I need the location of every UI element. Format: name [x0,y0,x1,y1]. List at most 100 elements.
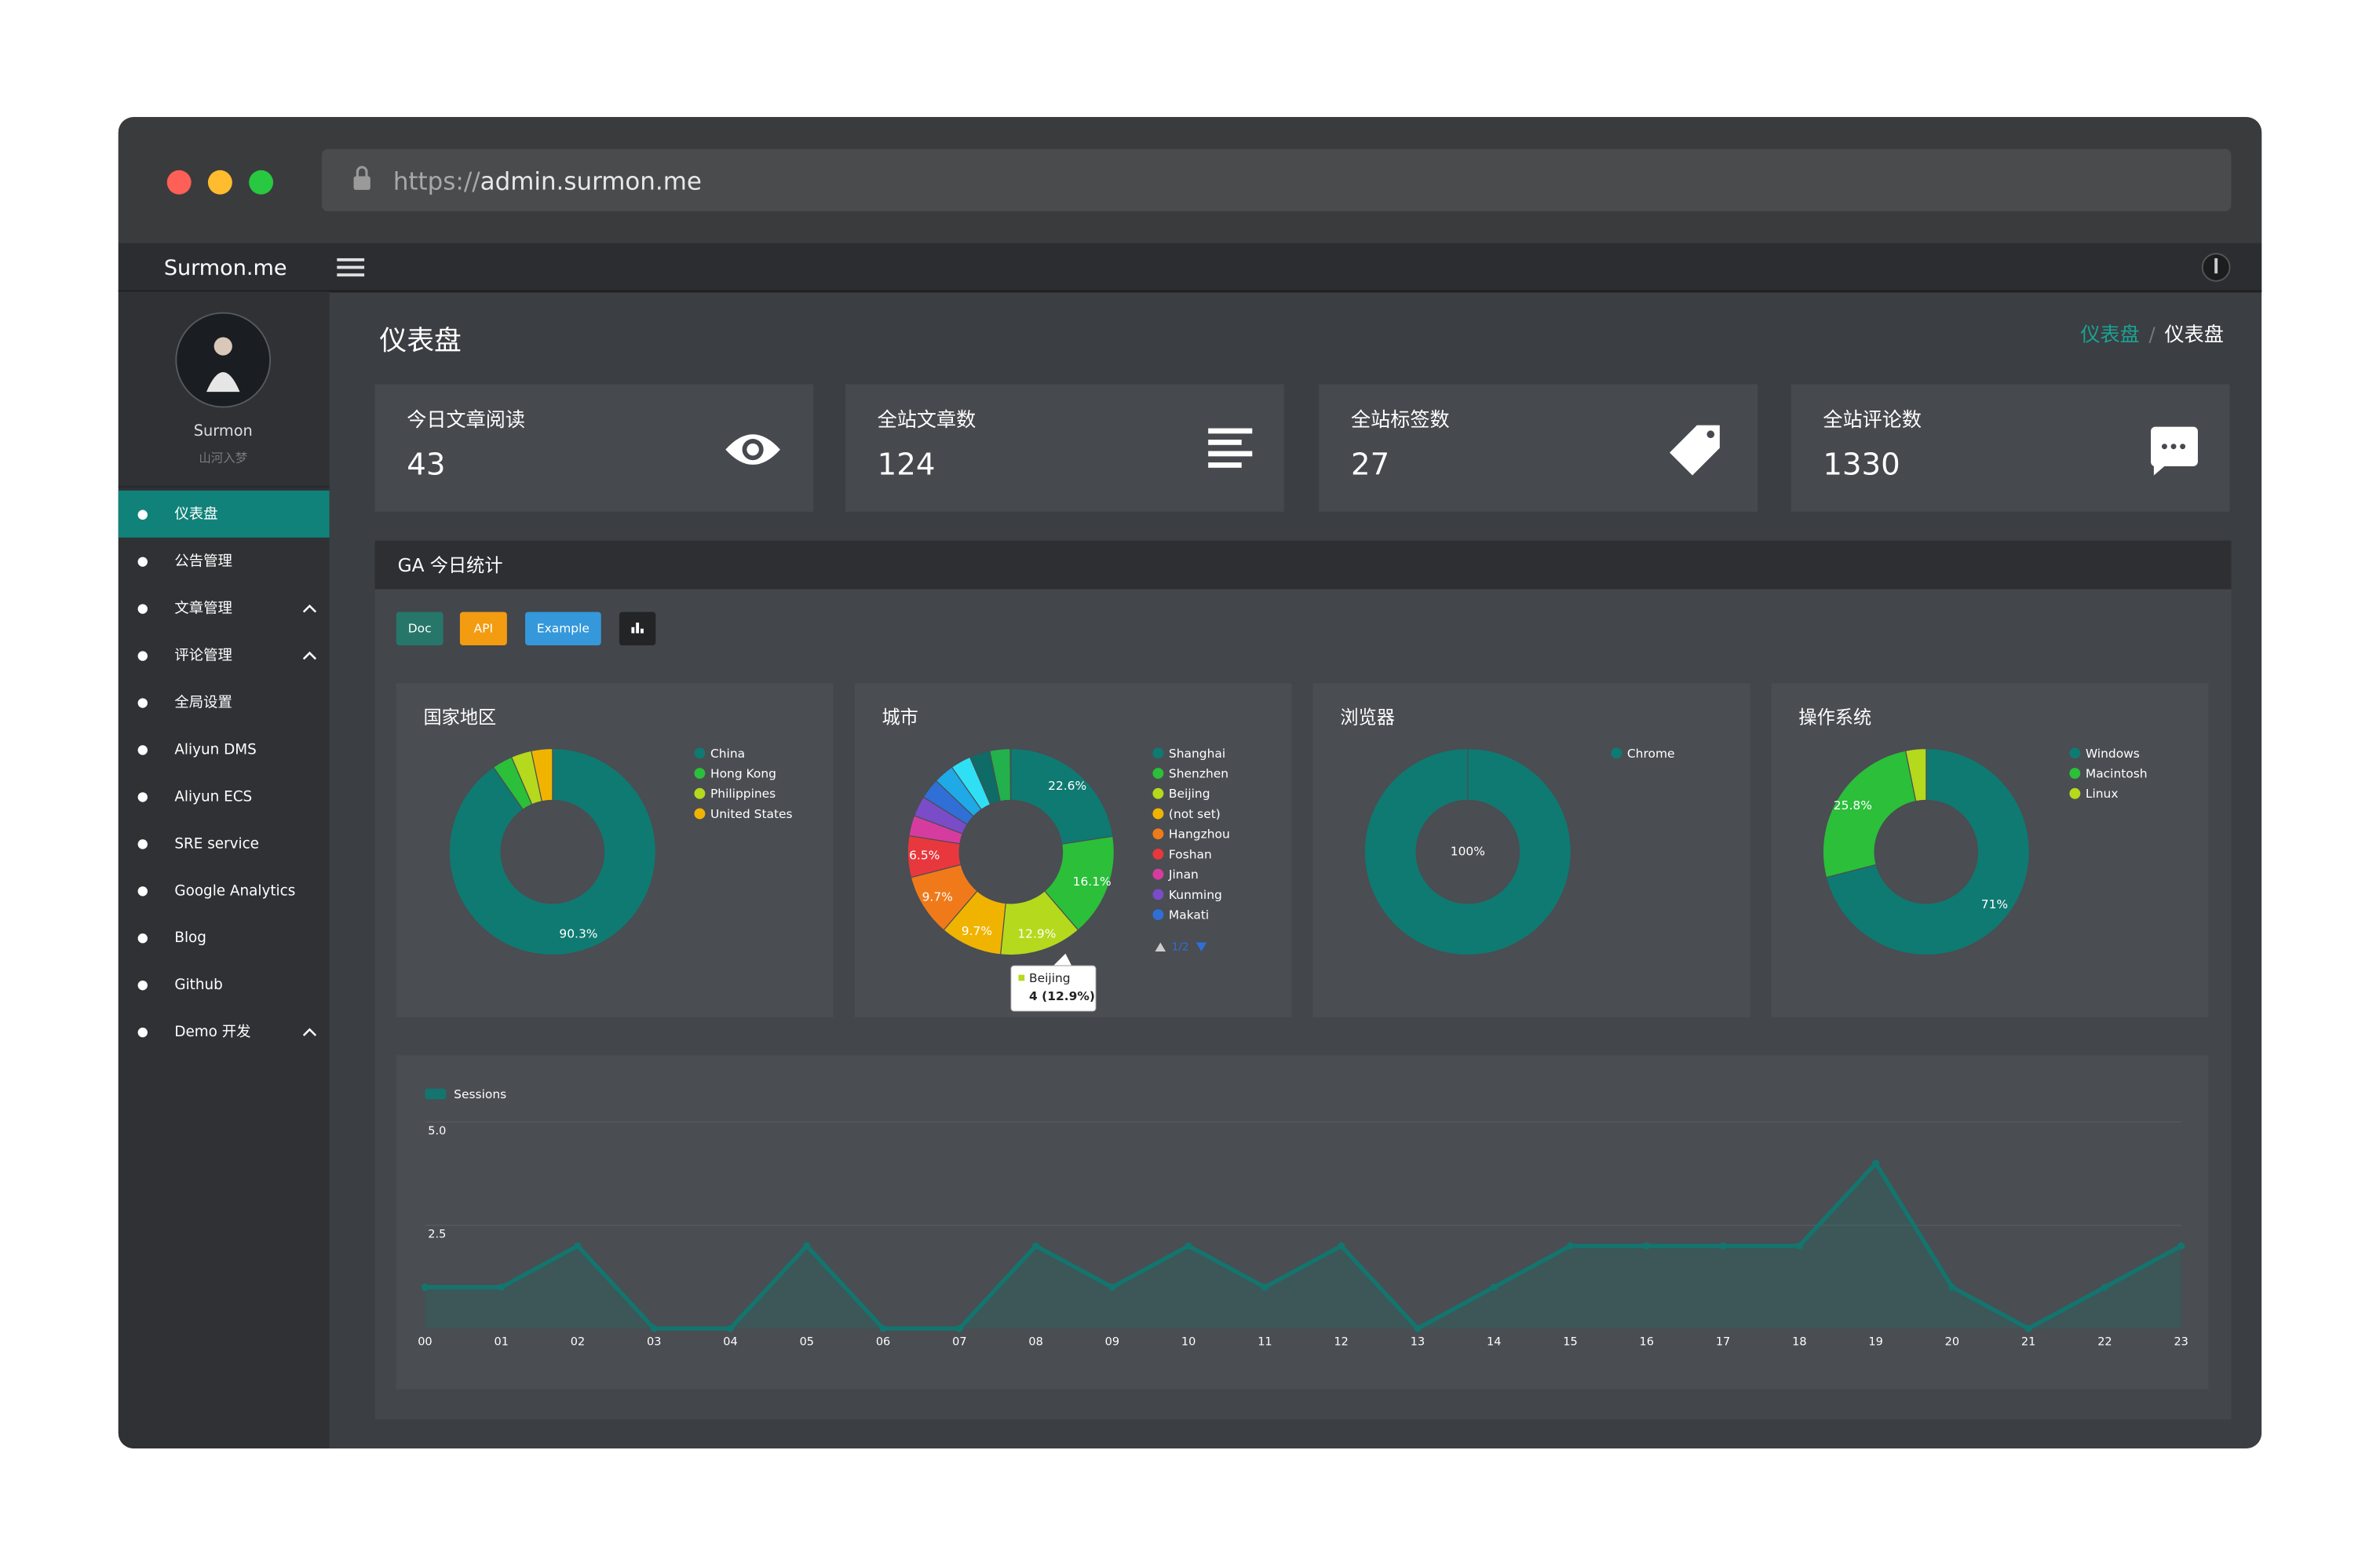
legend-swatch[interactable] [2069,787,2081,799]
menu-item[interactable]: Aliyun ECS [137,788,253,805]
legend-swatch[interactable] [1152,747,1164,759]
legend-label[interactable]: Hong Kong [710,767,776,781]
pie-slice[interactable] [1825,747,2030,956]
breadcrumb: 仪表盘 / 仪表盘 [2080,323,2223,346]
menu-item[interactable]: 公告管理 [137,553,232,570]
legend-swatch[interactable] [425,1088,447,1100]
data-point[interactable] [1185,1242,1192,1250]
data-point[interactable] [498,1283,506,1291]
menu-item[interactable]: 文章管理 [137,601,317,617]
legend-swatch[interactable] [694,768,706,780]
pie-slice[interactable] [448,747,656,956]
pie-slice[interactable] [989,747,1011,802]
legend-swatch[interactable] [694,747,706,759]
ga-button[interactable]: Doc [396,612,444,646]
pie-slice[interactable] [531,747,553,802]
legend-swatch[interactable] [1152,889,1164,900]
legend-label[interactable]: Philippines [710,787,776,801]
data-point[interactable] [421,1283,429,1291]
data-point[interactable] [2101,1283,2109,1291]
menu-toggle[interactable] [337,258,365,277]
legend-swatch[interactable] [1152,868,1164,880]
data-point[interactable] [803,1242,811,1250]
ga-button[interactable]: Example [525,612,601,646]
pie-slice[interactable] [1363,747,1571,955]
menu-item[interactable]: Aliyun DMS [137,741,257,758]
menu-item[interactable]: Github [137,977,223,993]
avatar-body [206,371,240,393]
legend-swatch[interactable] [1152,808,1164,820]
data-point[interactable] [574,1242,582,1250]
legend-swatch[interactable] [694,787,706,799]
legend-swatch[interactable] [1152,828,1164,840]
x-tick-label: 11 [1258,1336,1272,1349]
legend-label[interactable]: Shenzhen [1169,767,1228,781]
legend-label[interactable]: Hangzhou [1169,827,1230,842]
data-point[interactable] [1719,1242,1727,1250]
data-point[interactable] [1643,1242,1651,1250]
legend-label[interactable]: China [710,747,745,761]
data-point[interactable] [1948,1283,1956,1291]
legend-swatch[interactable] [2069,747,2081,759]
legend-prev[interactable] [1155,942,1166,952]
close-button[interactable] [166,170,192,195]
data-point[interactable] [955,1324,963,1332]
data-point[interactable] [726,1324,735,1332]
breadcrumb-link[interactable]: 仪表盘 [2080,323,2139,346]
menu-item[interactable]: 全局设置 [137,695,232,711]
data-point[interactable] [650,1324,658,1332]
menu-item[interactable]: 评论管理 [137,648,317,664]
ga-button[interactable]: API [459,612,507,646]
legend-label[interactable]: (not set) [1169,807,1221,821]
brand[interactable]: Surmon.me [164,256,287,280]
data-point[interactable] [879,1324,887,1332]
pie-slice[interactable] [1010,747,1114,845]
legend-label[interactable]: Chrome [1627,747,1675,761]
legend-swatch[interactable] [1152,848,1164,860]
data-point[interactable] [1414,1324,1422,1332]
data-point[interactable] [2024,1324,2032,1332]
menu-icon [137,933,148,944]
legend-label[interactable]: Macintosh [2086,767,2148,781]
legend-label[interactable]: Kunming [1169,888,1222,902]
legend-label[interactable]: Foshan [1169,847,1212,861]
legend-label[interactable]: Linux [2086,787,2119,801]
legend-label[interactable]: Sessions [454,1087,506,1101]
data-point[interactable] [1338,1242,1345,1250]
avatar[interactable] [175,312,272,408]
legend-next[interactable] [1195,942,1207,952]
legend-label[interactable]: Jinan [1168,868,1199,882]
data-point[interactable] [1031,1242,1040,1250]
data-point[interactable] [1261,1283,1269,1291]
legend-swatch[interactable] [1152,909,1164,921]
legend-swatch[interactable] [1611,747,1623,759]
data-point[interactable] [1795,1242,1803,1250]
menu-item[interactable]: SRE service [137,835,259,852]
legend-label[interactable]: United States [710,807,793,821]
legend-swatch[interactable] [1152,768,1164,780]
minimize-button[interactable] [207,170,232,195]
legend-label[interactable]: Shanghai [1169,747,1225,761]
data-point[interactable] [1566,1242,1575,1250]
legend-label[interactable]: Windows [2086,747,2140,761]
data-point[interactable] [2177,1242,2185,1250]
legend-swatch[interactable] [1152,787,1164,799]
pie-slice[interactable] [1904,747,1927,802]
menu-item[interactable]: Demo 开发 [137,1024,317,1040]
menu-chevron [302,651,317,660]
menu-item[interactable]: 仪表盘 [118,490,330,538]
data-point[interactable] [1108,1283,1116,1291]
legend-swatch[interactable] [694,808,706,820]
menu-item[interactable]: Blog [137,930,206,946]
data-point[interactable] [1871,1160,1880,1167]
data-point[interactable] [1490,1283,1498,1291]
legend-label[interactable]: Beijing [1169,787,1210,801]
url-bar[interactable] [321,148,2232,212]
pie-slice[interactable] [1822,750,1917,878]
x-tick-label: 06 [876,1336,890,1349]
maximize-button[interactable] [249,170,274,195]
menu-item[interactable]: Google Analytics [137,882,296,899]
menu-label: 全局设置 [174,695,232,711]
legend-swatch[interactable] [2069,768,2081,780]
legend-label[interactable]: Makati [1169,908,1209,922]
